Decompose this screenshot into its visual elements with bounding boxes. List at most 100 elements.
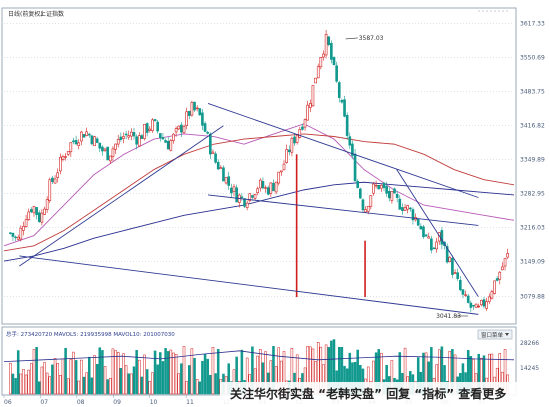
- volume-bar: [30, 363, 33, 395]
- volume-bar: [37, 381, 41, 395]
- candle-body: [319, 57, 323, 68]
- candle-body: [274, 181, 278, 193]
- candle-body: [269, 182, 273, 194]
- candle-body: [106, 146, 109, 161]
- volume-bar: [74, 360, 78, 395]
- candle-body: [343, 99, 346, 117]
- candle-body: [501, 266, 504, 271]
- candle-body: [64, 156, 67, 158]
- candle-body: [477, 305, 481, 308]
- volume-bar: [53, 358, 57, 395]
- candle-body: [253, 193, 257, 199]
- period-label: 日线(前复权): [8, 10, 43, 18]
- window-menu-button-bg[interactable]: [477, 329, 513, 340]
- candle-body: [98, 142, 102, 149]
- candle-body: [387, 191, 391, 199]
- candle-body: [32, 206, 36, 214]
- candle-body: [358, 188, 362, 199]
- candle-body: [216, 161, 220, 170]
- candle-body: [366, 206, 370, 212]
- candle-body: [45, 199, 49, 210]
- candle-body: [385, 186, 388, 194]
- candle-body: [245, 202, 249, 208]
- volume-bar: [214, 373, 217, 395]
- volume-y-tick: 14245: [520, 365, 539, 372]
- volume-bar: [127, 373, 131, 395]
- volume-bar: [151, 372, 154, 395]
- candle-body: [390, 191, 394, 201]
- ma-line: [3, 181, 515, 262]
- candle-body: [311, 85, 315, 107]
- candle-body: [422, 226, 425, 238]
- volume-bar: [19, 373, 23, 395]
- volume-bar: [132, 366, 136, 395]
- candle-body: [111, 148, 115, 157]
- y-tick-label: 3349.89: [520, 156, 545, 163]
- candle-body: [445, 246, 449, 263]
- candle-body: [456, 272, 460, 279]
- volume-bar: [101, 350, 104, 395]
- candle-body: [251, 195, 254, 198]
- volume-bar: [56, 363, 59, 395]
- candle-body: [22, 226, 25, 231]
- volume-y-tick: 28266: [520, 340, 539, 347]
- candle-body: [503, 257, 507, 267]
- candle-body: [198, 108, 202, 116]
- candle-body: [101, 146, 104, 152]
- candle-body: [127, 135, 131, 138]
- volume-bar: [211, 347, 215, 395]
- window-menu-button[interactable]: 窗口菜单: [477, 329, 513, 340]
- candle-body: [140, 135, 144, 139]
- candle-body: [461, 289, 465, 295]
- candle-body: [174, 128, 178, 133]
- window-menu-button-label[interactable]: 窗口菜单: [481, 331, 504, 339]
- candle-body: [240, 196, 244, 198]
- volume-bar: [85, 372, 88, 395]
- y-tick-label: 3216.03: [520, 224, 545, 231]
- candle-body: [351, 143, 354, 156]
- candle-body: [19, 227, 23, 240]
- volume-bar: [164, 348, 167, 395]
- candle-body: [324, 34, 328, 56]
- volume-bar: [80, 359, 83, 395]
- candle-body: [430, 238, 433, 251]
- candle-body: [124, 133, 128, 136]
- volume-bar: [9, 362, 12, 395]
- candle-body: [193, 101, 196, 111]
- candle-body: [243, 198, 246, 207]
- volume-bar: [209, 374, 212, 395]
- volume-ma-line: [3, 350, 515, 362]
- volume-bar: [166, 351, 170, 395]
- volume-bar: [95, 364, 99, 395]
- volume-bar: [161, 361, 165, 395]
- trend-line: [19, 255, 479, 315]
- candle-body: [282, 163, 286, 171]
- ma-line: [3, 133, 515, 252]
- volume-bar: [22, 369, 25, 395]
- candle-body: [337, 82, 341, 99]
- candle-body: [66, 151, 70, 155]
- low-marker: 3041.83: [436, 313, 469, 320]
- candle-body: [53, 178, 57, 184]
- y-tick-label: 3550.69: [520, 54, 545, 61]
- candle-body: [419, 226, 423, 230]
- candle-body: [401, 207, 404, 211]
- candle-body: [453, 272, 457, 274]
- y-tick-label: 3483.75: [520, 88, 545, 95]
- volume-bar: [169, 349, 173, 395]
- candle-body: [156, 121, 160, 132]
- candle-body: [95, 138, 99, 143]
- candle-body: [69, 142, 73, 153]
- candle-body: [393, 188, 396, 194]
- candle-body: [356, 180, 360, 188]
- candle-body: [145, 123, 149, 133]
- candle-body: [180, 124, 183, 133]
- candle-body: [90, 135, 94, 145]
- candle-body: [137, 135, 141, 147]
- candle-body: [332, 57, 336, 66]
- volume-bar: [148, 381, 152, 395]
- ma-line: [3, 123, 515, 247]
- candle-body: [280, 170, 283, 173]
